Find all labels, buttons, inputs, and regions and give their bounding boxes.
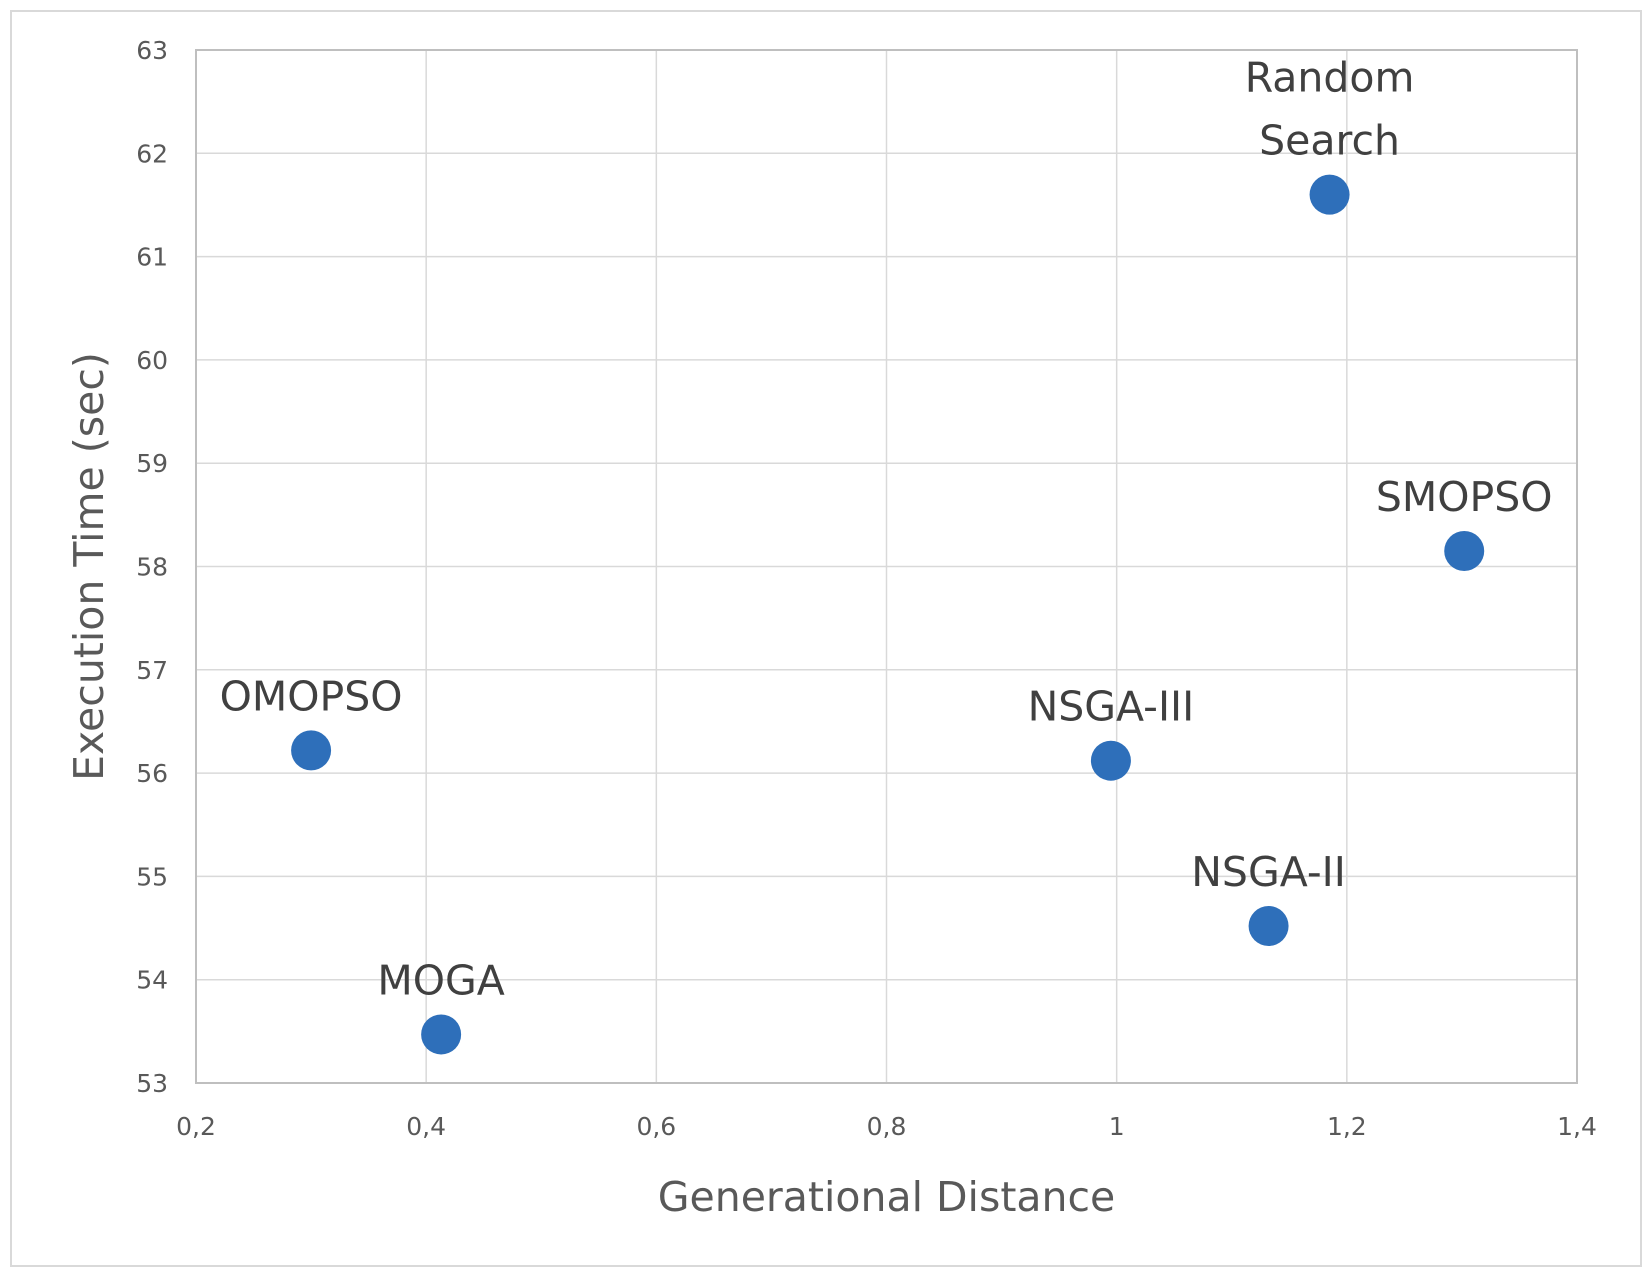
y-tick-label: 61 — [136, 243, 168, 272]
data-points — [291, 174, 1485, 1055]
x-tick-label: 1,4 — [1557, 1112, 1597, 1141]
y-axis-ticks: 53 54 55 56 57 58 59 60 61 62 63 — [136, 36, 168, 1098]
x-axis-title: Generational Distance — [658, 1173, 1116, 1221]
point-label: MOGA — [377, 956, 504, 1004]
y-tick-label: 60 — [136, 346, 168, 375]
y-tick-label: 54 — [136, 966, 168, 995]
point-label: NSGA-II — [1191, 848, 1346, 896]
x-tick-label: 0,6 — [636, 1112, 676, 1141]
y-tick-label: 63 — [136, 36, 168, 65]
point-label: OMOPSO — [220, 672, 403, 720]
y-axis-title: Execution Time (sec) — [65, 352, 113, 781]
data-point — [1090, 740, 1131, 781]
point-label: Random — [1245, 54, 1415, 102]
data-point — [1444, 531, 1485, 572]
x-tick-label: 1,2 — [1327, 1112, 1367, 1141]
chart-frame — [10, 10, 1642, 1267]
y-tick-label: 56 — [136, 759, 168, 788]
y-tick-label: 62 — [136, 139, 168, 168]
x-axis-ticks: 0,2 0,4 0,6 0,8 1 1,2 1,4 — [176, 1112, 1597, 1141]
x-tick-label: 0,2 — [176, 1112, 216, 1141]
grid-lines — [195, 49, 1578, 1084]
data-point — [1309, 174, 1350, 215]
y-tick-label: 58 — [136, 553, 168, 582]
y-tick-label: 57 — [136, 656, 168, 685]
point-label: Search — [1259, 117, 1400, 165]
point-label: NSGA-III — [1028, 683, 1195, 731]
y-tick-label: 53 — [136, 1069, 168, 1098]
x-tick-label: 1 — [1109, 1112, 1125, 1141]
point-label: SMOPSO — [1376, 473, 1553, 521]
point-labels: OMOPSO MOGA NSGA-III NSGA-II Random Search SMO… — [220, 54, 1553, 1005]
x-tick-label: 0,4 — [406, 1112, 446, 1141]
data-point — [291, 730, 332, 771]
x-tick-label: 0,8 — [867, 1112, 907, 1141]
plot-area-border — [195, 49, 1578, 1084]
data-point — [1248, 905, 1289, 946]
y-tick-label: 59 — [136, 449, 168, 478]
y-tick-label: 55 — [136, 862, 168, 891]
data-point — [421, 1014, 462, 1055]
